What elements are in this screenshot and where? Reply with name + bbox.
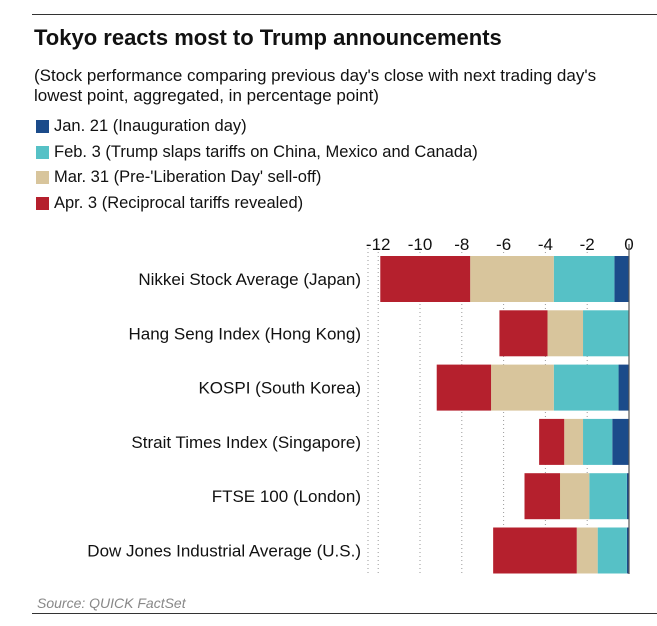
- legend-item-feb3: Feb. 3 (Trump slaps tariffs on China, Me…: [36, 140, 478, 166]
- legend-label-jan21: Jan. 21 (Inauguration day): [54, 117, 247, 136]
- bar-segment-mar31: [547, 310, 584, 357]
- chart-subtitle: (Stock performance comparing previous da…: [34, 66, 597, 105]
- source-note: Source: QUICK FactSet: [37, 595, 186, 611]
- bar-segment-apr3: [436, 364, 492, 411]
- stacked-bar-chart: -12-10-8-6-4-20Nikkei Stock Average (Jap…: [87, 235, 634, 574]
- x-tick-label: -10: [408, 235, 433, 254]
- chart-title: Tokyo reacts most to Trump announcements: [34, 25, 502, 50]
- bar-segment-feb3: [589, 473, 627, 520]
- bar-segment-jan21: [614, 256, 629, 302]
- bar-segment-apr3: [493, 527, 577, 574]
- bar-segment-jan21: [626, 473, 629, 520]
- bar-segment-apr3: [524, 473, 561, 520]
- legend-item-mar31: Mar. 31 (Pre-'Liberation Day' sell-off): [36, 165, 478, 191]
- category-label: Strait Times Index (Singapore): [131, 433, 361, 452]
- legend-swatch-apr3: [36, 196, 49, 210]
- legend-item-apr3: Apr. 3 (Reciprocal tariffs revealed): [36, 191, 478, 217]
- bar-segment-feb3: [583, 310, 629, 357]
- bottom-rule: [32, 613, 657, 614]
- legend-swatch-jan21: [36, 120, 49, 134]
- legend: Jan. 21 (Inauguration day) Feb. 3 (Trump…: [36, 114, 478, 216]
- legend-label-apr3: Apr. 3 (Reciprocal tariffs revealed): [54, 193, 304, 212]
- category-label: Hang Seng Index (Hong Kong): [129, 324, 362, 343]
- category-label: Dow Jones Industrial Average (U.S.): [87, 542, 361, 561]
- bar-segment-mar31: [564, 418, 584, 465]
- category-label: Nikkei Stock Average (Japan): [138, 270, 361, 289]
- bar-segment-feb3: [553, 364, 619, 411]
- bar-segment-feb3: [553, 256, 615, 302]
- x-tick-label: -2: [580, 235, 595, 254]
- bar-segment-mar31: [491, 364, 554, 411]
- bar-segment-apr3: [499, 310, 548, 357]
- x-tick-label: -4: [538, 235, 553, 254]
- x-tick-label: -12: [366, 235, 391, 254]
- bar-segment-feb3: [583, 418, 613, 465]
- bar-segment-mar31: [470, 256, 554, 302]
- category-label: FTSE 100 (London): [212, 487, 361, 506]
- bar-segment-apr3: [380, 256, 471, 302]
- legend-label-feb3: Feb. 3 (Trump slaps tariffs on China, Me…: [54, 142, 478, 161]
- bar-segment-mar31: [576, 527, 598, 574]
- x-tick-label: -8: [454, 235, 469, 254]
- bar-segment-jan21: [618, 364, 629, 411]
- bar-segment-apr3: [539, 418, 565, 465]
- category-label: KOSPI (South Korea): [198, 379, 361, 398]
- legend-label-mar31: Mar. 31 (Pre-'Liberation Day' sell-off): [54, 168, 322, 187]
- bar-segment-jan21: [626, 527, 629, 574]
- bar-segment-mar31: [560, 473, 590, 520]
- legend-swatch-mar31: [36, 171, 49, 185]
- legend-swatch-feb3: [36, 145, 49, 159]
- legend-item-jan21: Jan. 21 (Inauguration day): [36, 114, 478, 140]
- bar-segment-jan21: [612, 418, 629, 465]
- x-tick-label: -6: [496, 235, 511, 254]
- top-rule: [32, 14, 657, 15]
- bar-segment-feb3: [597, 527, 627, 574]
